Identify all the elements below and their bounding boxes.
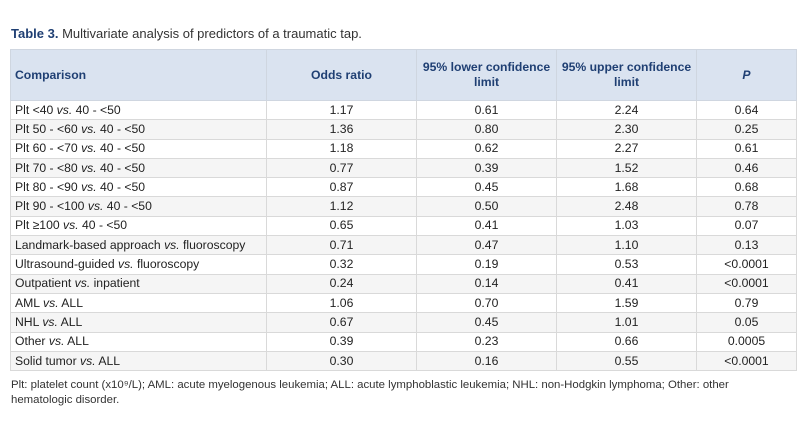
table-row: Plt 50 - <60 vs. 40 - <50 1.36 0.80 2.30 0.2… <box>10 119 797 140</box>
odds-ratio-cell: 1.17 <box>266 99 417 121</box>
lower-limit-cell: 0.41 <box>416 215 557 237</box>
p-value-cell: 0.61 <box>696 138 797 159</box>
odds-ratio-cell: 0.24 <box>266 273 417 294</box>
table-label: Table 3. <box>11 26 59 41</box>
p-value-cell: <0.0001 <box>696 273 797 294</box>
odds-ratio-cell: 1.12 <box>266 196 417 217</box>
odds-ratio-cell: 1.18 <box>266 138 417 159</box>
header-comparison: Comparison <box>10 49 267 101</box>
table-row: Plt 60 - <70 vs. 40 - <50 1.18 0.62 2.27 0.6… <box>10 138 797 159</box>
lower-limit-cell: 0.62 <box>416 138 557 159</box>
table-row: NHL vs. ALL 0.67 0.45 1.01 0.05 <box>10 312 797 333</box>
odds-ratio-cell: 0.30 <box>266 350 417 372</box>
comparison-cell: Solid tumor vs. ALL <box>10 350 267 372</box>
p-value-cell: 0.25 <box>696 119 797 140</box>
lower-limit-cell: 0.23 <box>416 331 557 352</box>
p-value-cell: 0.79 <box>696 292 797 314</box>
odds-ratio-cell: 0.77 <box>266 157 417 179</box>
odds-ratio-cell: 1.36 <box>266 119 417 140</box>
odds-ratio-cell: 0.67 <box>266 312 417 333</box>
header-upper-limit: 95% upper confidence limit <box>556 49 697 101</box>
upper-limit-cell: 0.41 <box>556 273 697 294</box>
header-p-value: P <box>696 49 797 101</box>
p-value-cell: 0.13 <box>696 235 797 256</box>
table-row: Plt <40 vs. 40 - <50 1.17 0.61 2.24 0.64 <box>10 99 797 121</box>
upper-limit-cell: 2.24 <box>556 99 697 121</box>
upper-limit-cell: 0.55 <box>556 350 697 372</box>
lower-limit-cell: 0.45 <box>416 177 557 198</box>
lower-limit-cell: 0.14 <box>416 273 557 294</box>
comparison-cell: Plt ≥100 vs. 40 - <50 <box>10 215 267 237</box>
table-row: Ultrasound-guided vs. fluoroscopy 0.32 0.1… <box>10 254 797 275</box>
table-row: Other vs. ALL 0.39 0.23 0.66 0.0005 <box>10 331 797 352</box>
upper-limit-cell: 1.52 <box>556 157 697 179</box>
table-footnote: Plt: platelet count (x10⁹/L); AML: acute… <box>11 379 729 406</box>
table-row: Landmark-based approach vs. fluoroscopy 0… <box>10 235 797 256</box>
upper-limit-cell: 0.53 <box>556 254 697 275</box>
table-row: Solid tumor vs. ALL 0.30 0.16 0.55 <0.0001 <box>10 350 797 372</box>
lower-limit-cell: 0.50 <box>416 196 557 217</box>
lower-limit-cell: 0.19 <box>416 254 557 275</box>
lower-limit-cell: 0.61 <box>416 99 557 121</box>
predictors-table: Comparison Odds ratio 95% lower confiden… <box>10 49 797 372</box>
p-value-cell: 0.64 <box>696 99 797 121</box>
comparison-cell: AML vs. ALL <box>10 292 267 314</box>
p-value-cell: 0.68 <box>696 177 797 198</box>
comparison-cell: Plt 90 - <100 vs. 40 - <50 <box>10 196 267 217</box>
comparison-cell: Ultrasound-guided vs. fluoroscopy <box>10 254 267 275</box>
comparison-cell: Plt 70 - <80 vs. 40 - <50 <box>10 157 267 179</box>
table-row: AML vs. ALL 1.06 0.70 1.59 0.79 <box>10 292 797 314</box>
table-row: Plt 80 - <90 vs. 40 - <50 0.87 0.45 1.68 0.6… <box>10 177 797 198</box>
comparison-cell: Plt 50 - <60 vs. 40 - <50 <box>10 119 267 140</box>
table-caption: Table 3. Multivariate analysis of predic… <box>11 26 362 41</box>
upper-limit-cell: 1.59 <box>556 292 697 314</box>
p-value-cell: 0.05 <box>696 312 797 333</box>
upper-limit-cell: 2.48 <box>556 196 697 217</box>
header-odds-ratio: Odds ratio <box>266 49 417 101</box>
table-header-row: Comparison Odds ratio 95% lower confiden… <box>10 49 797 101</box>
lower-limit-cell: 0.45 <box>416 312 557 333</box>
upper-limit-cell: 1.68 <box>556 177 697 198</box>
comparison-cell: Outpatient vs. inpatient <box>10 273 267 294</box>
upper-limit-cell: 1.01 <box>556 312 697 333</box>
p-value-cell: 0.0005 <box>696 331 797 352</box>
table-row: Outpatient vs. inpatient 0.24 0.14 0.41 <0.0… <box>10 273 797 294</box>
table-row: Plt 90 - <100 vs. 40 - <50 1.12 0.50 2.48 0.… <box>10 196 797 217</box>
p-value-cell: 0.78 <box>696 196 797 217</box>
odds-ratio-cell: 1.06 <box>266 292 417 314</box>
odds-ratio-cell: 0.32 <box>266 254 417 275</box>
upper-limit-cell: 1.03 <box>556 215 697 237</box>
comparison-cell: NHL vs. ALL <box>10 312 267 333</box>
odds-ratio-cell: 0.71 <box>266 235 417 256</box>
comparison-cell: Other vs. ALL <box>10 331 267 352</box>
upper-limit-cell: 1.10 <box>556 235 697 256</box>
upper-limit-cell: 0.66 <box>556 331 697 352</box>
odds-ratio-cell: 0.87 <box>266 177 417 198</box>
odds-ratio-cell: 0.65 <box>266 215 417 237</box>
table-title: Multivariate analysis of predictors of a… <box>58 26 362 41</box>
table-row: Plt 70 - <80 vs. 40 - <50 0.77 0.39 1.52 0.4… <box>10 157 797 179</box>
lower-limit-cell: 0.39 <box>416 157 557 179</box>
lower-limit-cell: 0.47 <box>416 235 557 256</box>
odds-ratio-cell: 0.39 <box>266 331 417 352</box>
upper-limit-cell: 2.30 <box>556 119 697 140</box>
lower-limit-cell: 0.16 <box>416 350 557 372</box>
p-value-cell: <0.0001 <box>696 254 797 275</box>
p-value-cell: <0.0001 <box>696 350 797 372</box>
table-row: Plt ≥100 vs. 40 - <50 0.65 0.41 1.03 0.07 <box>10 215 797 237</box>
p-value-cell: 0.07 <box>696 215 797 237</box>
upper-limit-cell: 2.27 <box>556 138 697 159</box>
p-value-cell: 0.46 <box>696 157 797 179</box>
header-lower-limit: 95% lower confidence limit <box>416 49 557 101</box>
comparison-cell: Plt 60 - <70 vs. 40 - <50 <box>10 138 267 159</box>
lower-limit-cell: 0.80 <box>416 119 557 140</box>
lower-limit-cell: 0.70 <box>416 292 557 314</box>
comparison-cell: Landmark-based approach vs. fluoroscopy <box>10 235 267 256</box>
comparison-cell: Plt 80 - <90 vs. 40 - <50 <box>10 177 267 198</box>
comparison-cell: Plt <40 vs. 40 - <50 <box>10 99 267 121</box>
